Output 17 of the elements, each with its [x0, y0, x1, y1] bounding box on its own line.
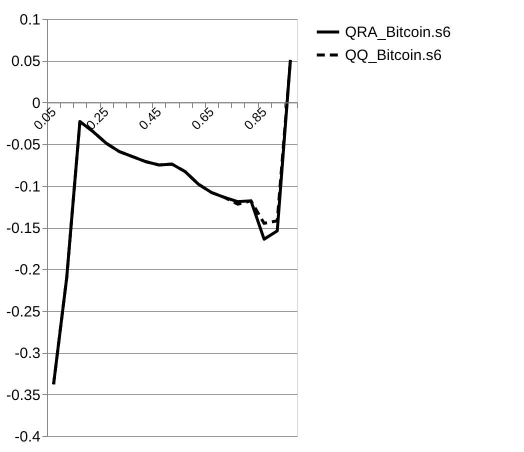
y-tick-label: -0.2: [14, 262, 40, 279]
y-tick-label: -0.25: [6, 303, 40, 320]
y-tick-label: -0.3: [14, 345, 40, 362]
y-tick-label: -0.05: [6, 136, 40, 154]
y-tick-label: -0.4: [14, 428, 40, 446]
y-tick-label: 0.1: [20, 12, 40, 28]
y-tick-label: -0.15: [6, 220, 40, 237]
y-tick-label: -0.1: [14, 178, 40, 196]
x-tick-label: 0.85: [241, 104, 270, 133]
x-tick-label: 0.65: [188, 104, 217, 133]
x-tick-label: 0.25: [83, 104, 112, 133]
y-tick-label: 0.05: [11, 53, 40, 70]
legend-label: QQ_Bitcoin.s6: [345, 47, 442, 64]
y-tick-label: 0: [32, 94, 40, 112]
y-tick-label: -0.35: [6, 386, 40, 404]
x-tick-label: 0.45: [136, 104, 164, 133]
legend-label: QRA_Bitcoin.s6: [345, 24, 451, 41]
